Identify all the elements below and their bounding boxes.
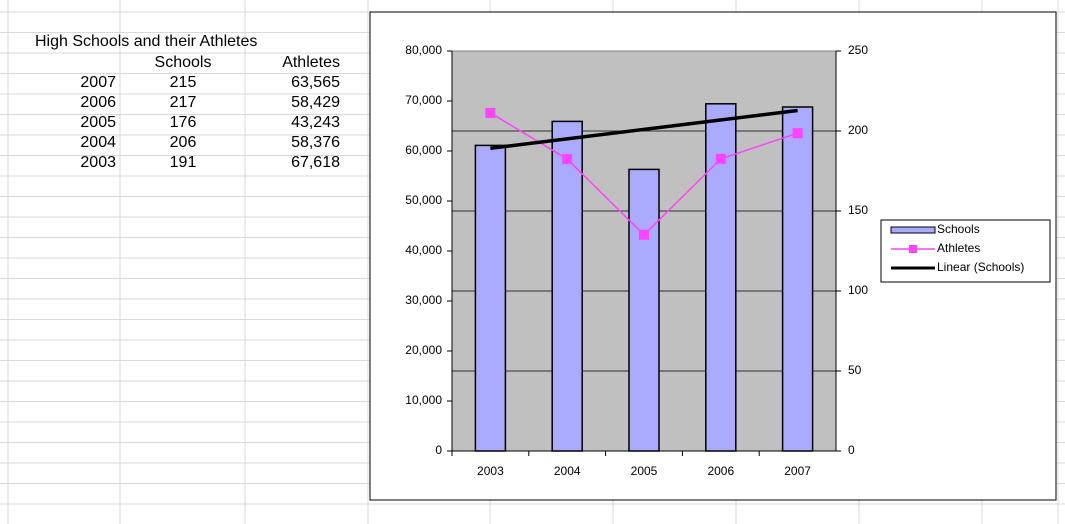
cell: 63,565 xyxy=(291,74,340,91)
x-tick-label: 2003 xyxy=(477,464,504,478)
y-tick-label: 50,000 xyxy=(405,193,442,207)
table-title: High Schools and their Athletes xyxy=(35,33,257,50)
cell: 2005 xyxy=(80,114,116,131)
cell: 58,429 xyxy=(291,94,340,111)
cell: 43,243 xyxy=(291,114,340,131)
legend-swatch xyxy=(890,226,936,234)
y-tick-label: 0 xyxy=(435,443,442,457)
y2-tick-label: 200 xyxy=(848,123,868,137)
cell: 2007 xyxy=(80,74,116,91)
column-header: Schools xyxy=(155,54,212,71)
marker xyxy=(792,128,803,139)
cell: 2004 xyxy=(80,134,116,151)
y-tick-label: 30,000 xyxy=(405,293,442,307)
y-tick-label: 60,000 xyxy=(405,143,442,157)
marker xyxy=(485,107,496,118)
cell: 2003 xyxy=(80,154,116,171)
cell: 58,376 xyxy=(291,134,340,151)
y-tick-label: 40,000 xyxy=(405,243,442,257)
marker xyxy=(715,153,726,164)
cell: 176 xyxy=(170,114,197,131)
x-tick-label: 2004 xyxy=(554,464,581,478)
marker xyxy=(562,154,573,165)
x-tick-label: 2005 xyxy=(631,464,658,478)
y2-tick-label: 0 xyxy=(848,443,855,457)
y2-tick-label: 100 xyxy=(848,283,868,297)
y2-tick-label: 150 xyxy=(848,203,868,217)
x-tick-label: 2006 xyxy=(707,464,734,478)
y2-tick-label: 250 xyxy=(848,43,868,57)
y2-tick-label: 50 xyxy=(848,363,862,377)
column-header: Athletes xyxy=(282,54,340,71)
x-tick-label: 2007 xyxy=(784,464,811,478)
legend-label: Schools xyxy=(937,222,980,236)
y-tick-label: 10,000 xyxy=(405,393,442,407)
bar xyxy=(628,168,660,452)
legend-label: Linear (Schools) xyxy=(937,260,1024,274)
cell: 217 xyxy=(170,94,197,111)
y-tick-label: 20,000 xyxy=(405,343,442,357)
cell: 215 xyxy=(170,74,197,91)
cell: 206 xyxy=(170,134,197,151)
cell: 67,618 xyxy=(291,154,340,171)
cell: 191 xyxy=(170,154,197,171)
trendline xyxy=(490,108,798,151)
marker xyxy=(639,229,649,240)
legend-label: Athletes xyxy=(937,241,980,255)
bar xyxy=(474,144,507,452)
bar xyxy=(781,106,814,452)
legend-swatch xyxy=(909,245,917,253)
cell: 2006 xyxy=(80,94,116,111)
y-tick-label: 70,000 xyxy=(405,93,442,107)
y-tick-label: 80,000 xyxy=(405,43,442,57)
bar xyxy=(551,120,583,452)
